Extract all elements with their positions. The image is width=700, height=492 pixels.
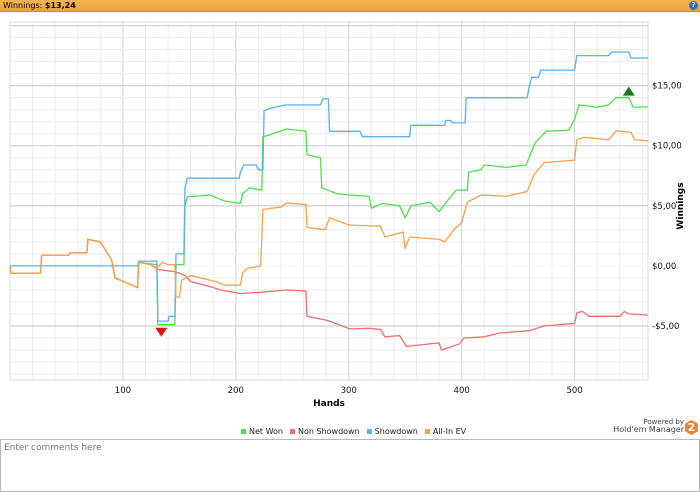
legend-item-showdown[interactable]: Showdown [366,427,418,436]
legend-label: All-In EV [432,427,467,436]
y-tick-label: $5,00 [652,202,676,212]
series-line-all-in-ev [9,130,649,298]
legend-item-net-won[interactable]: Net Won [241,427,283,436]
legend-swatch [241,429,246,434]
legend-swatch [290,429,295,434]
legend-item-non-showdown[interactable]: Non Showdown [290,427,360,436]
legend-label: Non Showdown [298,427,360,436]
x-axis-ticks: 100 200 300 400 500 [115,386,583,396]
legend-swatch [424,429,430,434]
holdem-manager-logo-icon: 2 [685,420,698,435]
comments-input[interactable] [0,439,700,492]
y-tick-label: $15,00 [652,82,682,92]
powered-by: Powered by Hold'em Manager [613,418,684,434]
winnings-label: Winnings: [3,1,43,10]
y-tick-label: -$5,00 [652,322,679,332]
series-lines [9,51,649,351]
winnings-chart: 100 200 300 400 500 -$5,00 $0,00 $5,00 $10,00 $1… [9,21,686,409]
powered-by-text: Powered by [643,418,684,426]
legend-label: Net Won [249,427,283,436]
legend-item-all-in-ev[interactable]: All-In EV [424,427,467,436]
x-tick-label: 400 [454,386,470,396]
legend-label: Showdown [374,427,418,436]
legend: Net Won Non Showdown Showdown All-In EV [241,427,466,436]
x-tick-label: 200 [228,386,244,396]
winnings-header: Winnings: $13,24 ? [0,0,700,12]
min-marker-triangle-down-icon [155,327,168,337]
x-tick-label: 100 [115,386,131,396]
y-tick-label: $0,00 [652,262,676,272]
y-axis-ticks: -$5,00 $0,00 $5,00 $10,00 $15,00 [652,82,682,332]
markers [155,86,635,337]
winnings-value: $13,24 [44,1,76,10]
x-tick-label: 500 [566,386,582,396]
max-marker-triangle-up-icon [622,86,635,96]
help-icon[interactable]: ? [689,1,698,10]
x-axis-title: Hands [313,399,345,409]
brand-name: Hold'em Manager [613,425,684,434]
legend-swatch [366,429,372,434]
y-axis-title: Winnings [676,182,686,229]
x-tick-label: 300 [341,386,357,396]
winnings-summary: Winnings: $13,24 [3,0,76,11]
y-tick-label: $10,00 [652,142,682,152]
